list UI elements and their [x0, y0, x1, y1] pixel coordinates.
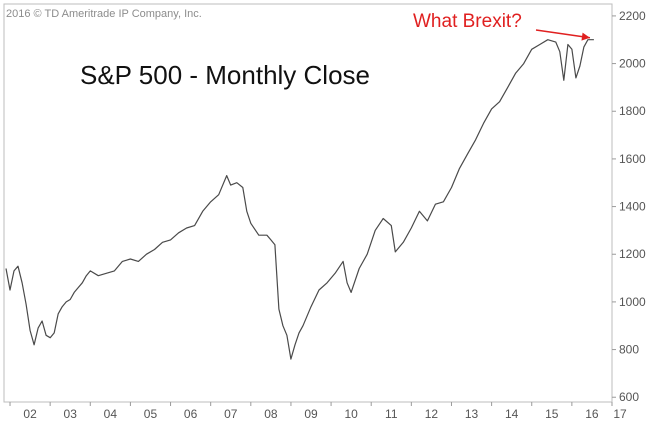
x-tick-label: 12 [425, 407, 439, 421]
y-tick-label: 1800 [619, 104, 646, 118]
x-tick-label: 06 [184, 407, 198, 421]
y-tick-label: 800 [619, 343, 639, 357]
y-tick-label: 1000 [619, 295, 646, 309]
x-tick-label: 13 [465, 407, 479, 421]
x-tick-label: 17 [613, 407, 627, 421]
y-tick-label: 1400 [619, 200, 646, 214]
y-tick-label: 600 [619, 390, 639, 404]
x-tick-label: 14 [505, 407, 519, 421]
brexit-annotation: What Brexit? [413, 11, 522, 32]
y-tick-label: 1600 [619, 152, 646, 166]
x-tick-label: 05 [144, 407, 158, 421]
y-tick-label: 1200 [619, 247, 646, 261]
plot-border [3, 3, 613, 403]
x-tick-label: 09 [304, 407, 318, 421]
y-tick-label: 2000 [619, 57, 646, 71]
x-tick-label: 04 [104, 407, 118, 421]
x-tick-label: 15 [545, 407, 559, 421]
x-tick-label: 02 [23, 407, 37, 421]
x-axis-ticks: 02 03 04 05 06 07 08 09 10 11 12 13 14 15 16 17 [9, 402, 627, 421]
sp500-close-line [5, 39, 594, 360]
x-tick-label: 16 [585, 407, 599, 421]
chart-title: S&P 500 - Monthly Close [80, 60, 370, 90]
y-axis-ticks: 600 800 1000 1200 1400 1600 1800 2000 2200 [612, 9, 646, 404]
copyright-notice: 2016 © TD Ameritrade IP Company, Inc. [6, 8, 202, 20]
x-tick-label: 08 [264, 407, 278, 421]
y-tick-label: 2200 [619, 9, 646, 23]
x-tick-label: 07 [224, 407, 238, 421]
annotation-group: What Brexit? [413, 11, 591, 41]
series-group [5, 39, 594, 360]
x-tick-label: 11 [385, 407, 398, 421]
annotation-arrow-shaft [535, 29, 591, 39]
plot-frame [3, 3, 613, 403]
annotation-arrow-head [581, 32, 590, 41]
x-tick-label: 03 [64, 407, 78, 421]
x-tick-label: 10 [344, 407, 358, 421]
